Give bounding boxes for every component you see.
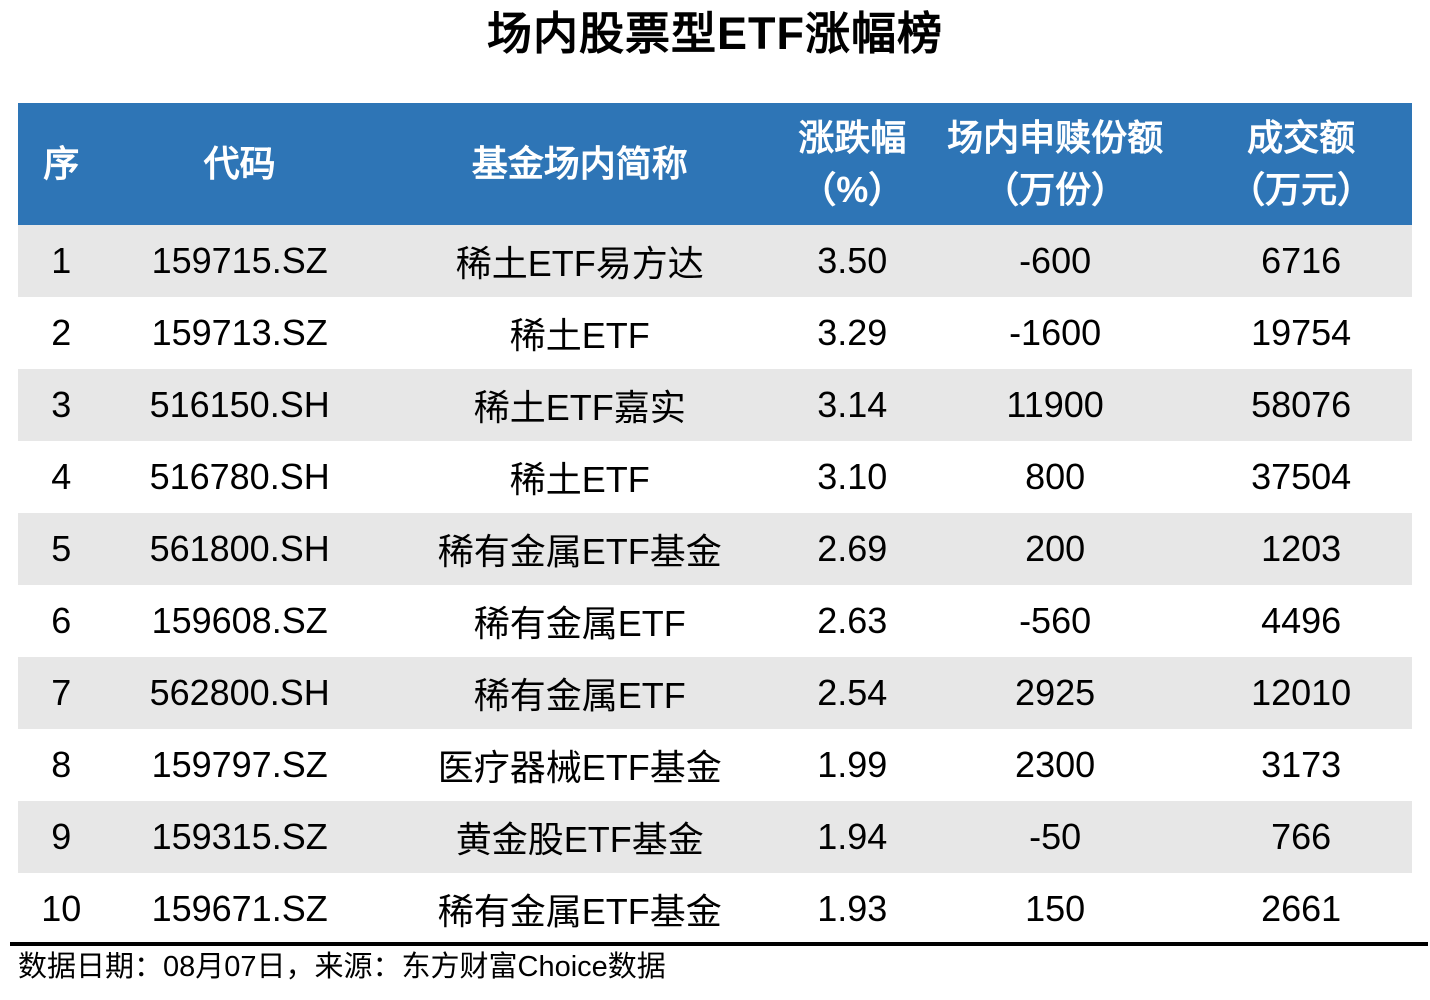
table-row: 3 516150.SH 稀土ETF嘉实 3.14 11900 58076 [18, 369, 1412, 441]
table-cell: -600 [1019, 240, 1092, 281]
table-cell: 159671.SZ [151, 888, 328, 929]
divider-rule [10, 942, 1428, 946]
table-cell: 6 [51, 600, 72, 641]
table-cell: 3.14 [817, 384, 888, 425]
table-cell: 4 [51, 456, 72, 497]
table-cell: 800 [1025, 456, 1086, 497]
column-header-2: 代码 [104, 103, 375, 225]
table-cell: 159608.SZ [151, 600, 328, 641]
table-body: 1 159715.SZ 稀土ETF易方达 3.50 -600 6716 2 159713.SZ… [18, 225, 1412, 945]
table-cell: 3173 [1261, 744, 1342, 785]
table-cell: 37504 [1251, 456, 1352, 497]
table-cell: 8 [51, 744, 72, 785]
table-cell: 10 [41, 888, 82, 929]
table-cell: 4496 [1261, 600, 1342, 641]
table-row: 8 159797.SZ 医疗器械ETF基金 1.99 2300 3173 [18, 729, 1412, 801]
table-cell: 516150.SH [149, 384, 330, 425]
table-cell: 2 [51, 312, 72, 353]
table-cell: 150 [1025, 888, 1086, 929]
table-cell: 3.10 [817, 456, 888, 497]
column-header-3: 基金场内简称 [374, 103, 785, 225]
column-header-5: 场内申赎份额 （万份） [919, 103, 1191, 225]
table-cell: 561800.SH [149, 528, 330, 569]
table-cell: 1.93 [817, 888, 888, 929]
table-cell: 159315.SZ [151, 816, 328, 857]
table-cell: 3.29 [817, 312, 888, 353]
table-cell: 9 [51, 816, 72, 857]
table-row: 2 159713.SZ 稀土ETF 3.29 -1600 19754 [18, 297, 1412, 369]
table-cell: 2925 [1015, 672, 1096, 713]
table-cell: 58076 [1251, 384, 1352, 425]
table-cell: 562800.SH [149, 672, 330, 713]
table-row: 5 561800.SH 稀有金属ETF基金 2.69 200 1203 [18, 513, 1412, 585]
table-cell: 稀有金属ETF基金 [437, 531, 722, 572]
table-cell: 159797.SZ [151, 744, 328, 785]
table-cell: 7 [51, 672, 72, 713]
table-cell: 5 [51, 528, 72, 569]
table-cell: 稀有金属ETF基金 [437, 891, 722, 932]
column-header-4: 涨跌幅 （%） [784, 103, 920, 225]
table-cell: 2.63 [817, 600, 888, 641]
table-cell: 11900 [1006, 384, 1104, 425]
table-row: 9 159315.SZ 黄金股ETF基金 1.94 -50 766 [18, 801, 1412, 873]
table-cell: 2300 [1015, 744, 1096, 785]
table-cell: 稀土ETF [509, 315, 650, 356]
table-cell: 766 [1271, 816, 1332, 857]
etf-gain-table: 序代码 基金场内简称 涨跌幅 （%） 场内申赎份额 （万份） 成交额 （万元） 1 159715… [18, 103, 1412, 945]
table-cell: 516780.SH [149, 456, 330, 497]
table-cell: 医疗器械ETF基金 [437, 747, 722, 788]
table-cell: 稀土ETF [509, 459, 650, 500]
table-cell: 2661 [1261, 888, 1342, 929]
table-cell: 稀土ETF易方达 [455, 243, 704, 284]
table-row: 4 516780.SH 稀土ETF 3.10 800 37504 [18, 441, 1412, 513]
table-row: 7 562800.SH 稀有金属ETF 2.54 2925 12010 [18, 657, 1412, 729]
column-header-1: 序 [18, 103, 105, 225]
table-cell: 黄金股ETF基金 [455, 819, 704, 860]
table-cell: 1.94 [817, 816, 888, 857]
table-cell: 稀土ETF嘉实 [473, 387, 686, 428]
table-cell: 19754 [1251, 312, 1352, 353]
table-cell: 6716 [1261, 240, 1342, 281]
table-cell: -560 [1019, 600, 1092, 641]
table-row: 6 159608.SZ 稀有金属ETF 2.63 -560 4496 [18, 585, 1412, 657]
table-cell: 2.69 [817, 528, 888, 569]
table-cell: 159713.SZ [151, 312, 328, 353]
table-cell: 159715.SZ [151, 240, 328, 281]
table-cell: 200 [1025, 528, 1086, 569]
column-header-6: 成交额 （万元） [1190, 103, 1412, 225]
chart-title: 场内股票型ETF涨幅榜 [487, 8, 943, 59]
table-cell: 稀有金属ETF [473, 603, 686, 644]
table-cell: -1600 [1009, 312, 1102, 353]
table-row: 10 159671.SZ 稀有金属ETF基金 1.93 150 2661 [18, 873, 1412, 945]
table-cell: 3 [51, 384, 72, 425]
source-note: 数据日期：08月07日，来源：东方财富Choice数据 [18, 951, 666, 983]
table-cell: 2.54 [817, 672, 888, 713]
table-cell: 稀有金属ETF [473, 675, 686, 716]
table-cell: 1203 [1261, 528, 1342, 569]
header-row: 序代码 基金场内简称 涨跌幅 （%） 场内申赎份额 （万份） 成交额 （万元） [18, 103, 1412, 225]
table-cell: 1 [51, 240, 72, 281]
table-row: 1 159715.SZ 稀土ETF易方达 3.50 -600 6716 [18, 225, 1412, 297]
table-cell: 12010 [1251, 672, 1352, 713]
table-cell: 3.50 [817, 240, 888, 281]
table-cell: 1.99 [817, 744, 888, 785]
table-cell: -50 [1029, 816, 1082, 857]
